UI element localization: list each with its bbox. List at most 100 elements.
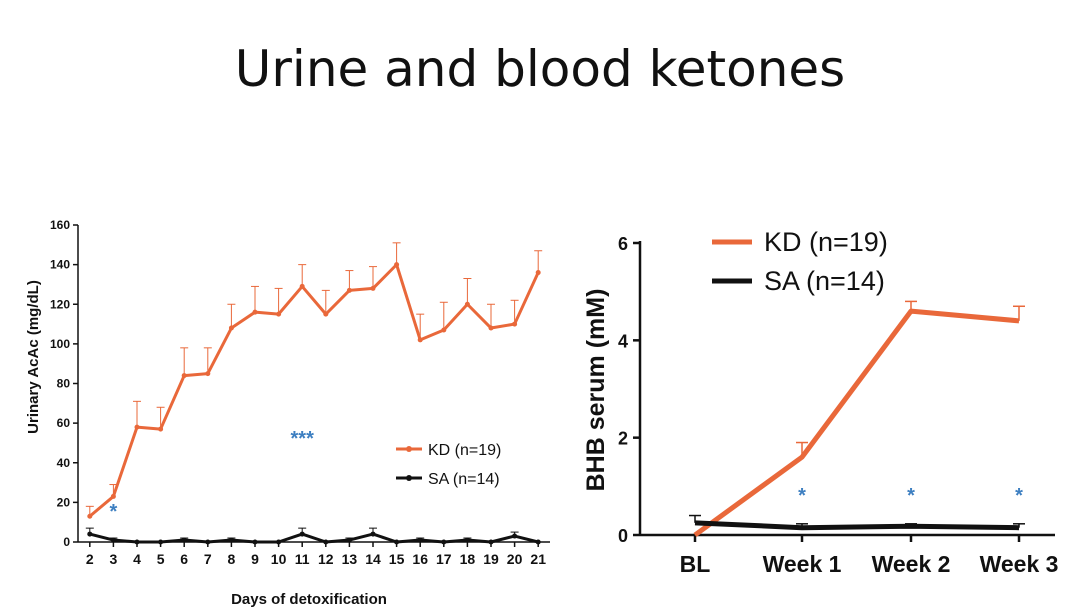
left-y-tick-label: 160 [50,218,70,232]
left-y-tick-label: 0 [63,535,70,549]
left-sa-point [441,539,447,545]
left-sa-point [181,537,187,543]
left-sa-point [394,539,400,545]
left-kd-point [441,327,447,333]
left-significance-marker: * [110,501,118,523]
left-kd-point [158,426,164,432]
left-kd-point [323,311,329,317]
left-kd-point [346,287,352,293]
left-x-tick-label: 13 [342,551,358,567]
right-y-axis-label: BHB serum (mM) [582,289,610,492]
left-sa-point [252,539,258,545]
right-x-tick-label: Week 2 [872,551,951,577]
left-sa-point [535,539,541,545]
right-sa-series-line [694,520,1020,531]
left-x-tick-label: 2 [86,551,94,567]
left-y-tick-label: 20 [57,495,71,509]
slide-title: Urine and blood ketones [234,40,846,98]
right-y-tick-label: 2 [618,429,628,449]
left-x-tick-label: 19 [483,551,499,567]
left-kd-point [535,270,541,276]
left-legend-sa-label: SA (n=14) [428,471,500,488]
left-kd-point [276,311,282,317]
left-sa-point [323,539,329,545]
left-x-tick-label: 20 [507,551,523,567]
left-sa-point [299,531,305,537]
left-x-tick-label: 21 [530,551,546,567]
left-x-tick-label: 6 [180,551,188,567]
left-x-tick-label: 7 [204,551,212,567]
left-y-axis-label: Urinary AcAc (mg/dL) [25,280,42,434]
left-legend: KD (n=19) SA (n=14) [396,442,501,488]
left-kd-point [134,424,140,430]
left-y-tick-label: 60 [57,416,71,430]
right-significance-marker: * [907,485,915,507]
left-kd-point [228,325,234,331]
right-x-tick-label: Week 3 [980,551,1059,577]
right-y-tick-label: 0 [618,526,628,546]
right-y-tick-label: 4 [618,331,628,351]
left-kd-point [205,371,211,377]
left-kd-point [417,337,423,343]
left-x-tick-label: 4 [133,551,141,567]
left-y-tick-label: 140 [50,258,70,272]
right-legend-kd-label: KD (n=19) [764,227,888,257]
left-sa-point [87,531,93,537]
left-kd-point [512,321,518,327]
left-y-tick-label: 80 [57,377,71,391]
right-kd-series-line [693,308,1020,538]
right-y-tick-label: 6 [618,234,628,254]
left-x-tick-label: 12 [318,551,334,567]
left-x-tick-label: 3 [110,551,118,567]
left-sa-point [134,539,140,545]
right-x-tick-label: BL [680,551,711,577]
left-kd-series-line [88,263,540,518]
left-legend-kd-label: KD (n=19) [428,442,501,459]
left-significance-marker: *** [291,428,315,450]
left-sa-point [205,539,211,545]
right-legend-sa-label: SA (n=14) [764,266,885,296]
left-kd-point [299,283,305,289]
left-x-tick-label: 11 [295,551,310,567]
left-legend-kd-marker [406,446,412,452]
right-x-tick-label: Week 1 [763,551,842,577]
left-x-tick-label: 9 [251,551,259,567]
right-legend: KD (n=19) SA (n=14) [712,227,888,296]
left-sa-point [464,537,470,543]
left-sa-point [346,537,352,543]
left-kd-point [488,325,494,331]
left-x-tick-label: 8 [228,551,236,567]
left-y-tick-label: 100 [50,337,70,351]
left-kd-point [110,493,116,499]
left-sa-point [228,537,234,543]
left-sa-point [488,539,494,545]
left-sa-series-line [89,532,539,544]
left-sa-point [512,533,518,539]
left-x-tick-label: 15 [389,551,405,567]
left-y-tick-label: 120 [50,297,70,311]
left-sa-point [110,537,116,543]
right-significance-marker: * [798,485,806,507]
left-y-tick-label: 40 [57,456,71,470]
left-kd-point [181,373,187,379]
left-legend-sa-marker [406,475,412,481]
left-kd-point [87,513,93,519]
left-kd-point [464,301,470,307]
left-x-tick-label: 18 [460,551,476,567]
left-sa-point [370,531,376,537]
left-kd-point [252,309,258,315]
left-kd-point [394,262,400,268]
left-x-axis-label: Days of detoxification [231,591,387,608]
left-x-tick-label: 16 [412,551,428,567]
left-x-tick-label: 5 [157,551,165,567]
left-kd-point [370,285,376,291]
left-sa-point [276,539,282,545]
left-x-tick-label: 10 [271,551,287,567]
right-significance-marker: * [1015,485,1023,507]
left-x-tick-label: 17 [436,551,452,567]
left-x-tick-label: 14 [365,551,381,567]
left-sa-point [158,539,164,545]
left-sa-point [417,537,423,543]
